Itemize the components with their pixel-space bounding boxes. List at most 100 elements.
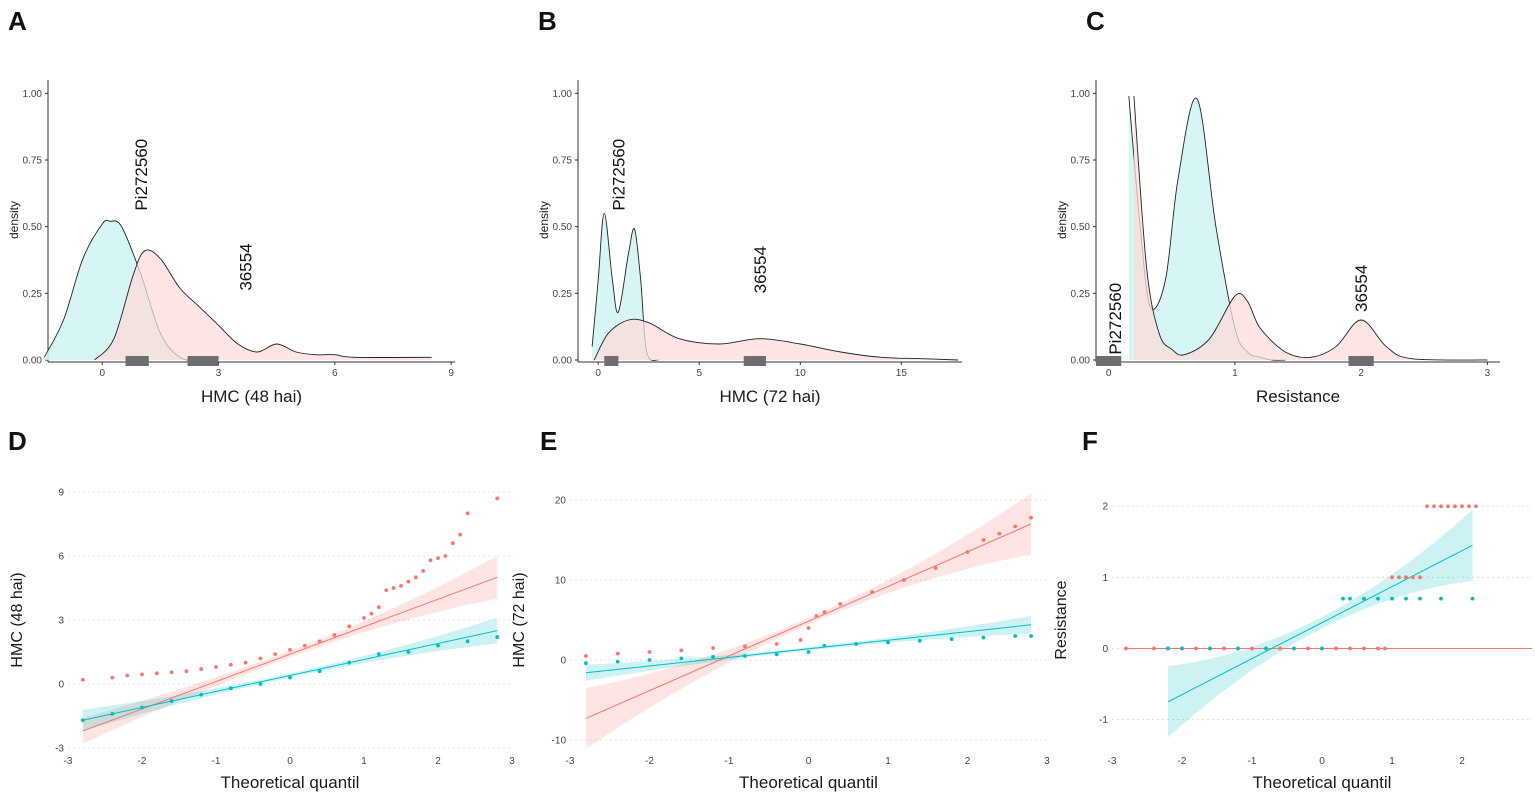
x-tick-label: 3: [216, 368, 222, 379]
qq-point-pi272560: [169, 699, 174, 703]
y-axis-title: density: [1055, 201, 1069, 239]
qq-point-36554: [302, 643, 307, 648]
qq-point-36554: [1334, 646, 1338, 651]
x-tick-label: 6: [332, 368, 338, 379]
qq-point-pi272560: [140, 705, 144, 710]
y-tick-label: 0.00: [553, 356, 573, 367]
density-area-36554: [594, 319, 958, 360]
qq-point-pi272560: [1166, 646, 1170, 651]
x-tick-label: 0: [1106, 368, 1112, 379]
qq-point-pi272560: [1264, 646, 1268, 651]
y-tick-label: 10: [555, 576, 567, 587]
y-tick-label: 2: [1102, 502, 1108, 513]
qq-point-pi272560: [1292, 646, 1296, 651]
qq-point-36554: [1460, 504, 1464, 509]
qq-point-36554: [933, 566, 938, 570]
qq-point-36554: [1124, 646, 1128, 651]
qq-point-36554: [214, 665, 218, 669]
panel-a: A 0.00 0.25 0.50 0.75 1.00 0 3 6 9 Pi272560 36554 HM…: [7, 6, 455, 406]
qq-point-36554: [1383, 646, 1387, 651]
panel-label: B: [538, 6, 557, 36]
y-axis-title: Resistance: [1053, 580, 1070, 659]
qq-point-36554: [997, 531, 1002, 536]
qq-point-36554: [332, 633, 337, 637]
qq-point-36554: [288, 647, 292, 652]
qq-point-36554: [1250, 646, 1254, 651]
qq-point-36554: [169, 670, 174, 675]
x-tick-label: -2: [645, 756, 654, 767]
density-curve-pi272560: [591, 212, 660, 361]
x-tick-label: 10: [795, 368, 807, 379]
qq-point-36554: [838, 602, 843, 606]
qq-point-36554: [1439, 504, 1443, 509]
panel-f: F -1 0 1 2 -3 -2 -1 0 1 2 Theoretical quantil Resist…: [1053, 426, 1532, 792]
qq-point-36554: [406, 579, 411, 584]
y-tick-label: 0.75: [1071, 156, 1091, 167]
qq-point-36554: [258, 656, 263, 661]
qq-point-36554: [1376, 646, 1380, 651]
x-tick-label: 3: [1485, 368, 1491, 379]
qq-point-pi272560: [584, 661, 588, 666]
x-tick-label: 15: [896, 368, 908, 379]
qq-point-pi272560: [1418, 596, 1422, 601]
annotation-36554: 36554: [237, 243, 256, 290]
qq-point-pi272560: [376, 652, 381, 657]
density-area-pi272560: [1128, 96, 1286, 361]
y-axis-title: density: [537, 201, 551, 239]
x-tick-label: -3: [566, 756, 575, 767]
x-tick-label: -2: [1178, 756, 1187, 767]
y-tick-label: 0.50: [553, 222, 573, 233]
qq-point-36554: [1390, 575, 1394, 580]
density-area-pi272560: [44, 220, 200, 361]
y-tick-label: 3: [58, 616, 64, 627]
qq-point-36554: [443, 554, 448, 558]
qq-point-36554: [1152, 646, 1156, 651]
x-tick-label: -3: [64, 756, 73, 767]
density-curve-36554: [1133, 95, 1488, 361]
qq-point-pi272560: [917, 638, 922, 643]
qq-point-pi272560: [1013, 634, 1018, 638]
qq-point-pi272560: [495, 635, 500, 639]
qq-point-pi272560: [1376, 596, 1380, 601]
qq-point-36554: [369, 611, 374, 616]
y-tick-label: 9: [58, 488, 64, 499]
qq-point-pi272560: [110, 711, 115, 716]
y-tick-label: 0.25: [553, 289, 573, 300]
qq-point-pi272560: [465, 639, 470, 644]
qq-point-pi272560: [743, 654, 747, 658]
x-axis-title: Theoretical quantil: [221, 773, 360, 792]
qq-point-pi272560: [647, 658, 652, 662]
qq-point-36554: [199, 667, 204, 671]
qq-point-36554: [1467, 504, 1471, 509]
y-tick-label: 0: [1102, 644, 1108, 655]
x-tick-label: -1: [212, 756, 221, 767]
x-tick-label: 0: [99, 368, 105, 379]
x-tick-label: 2: [1358, 368, 1364, 379]
y-tick-label: 1.00: [23, 89, 43, 100]
qq-point-pi272560: [199, 692, 204, 697]
y-tick-label: 0: [560, 656, 566, 667]
y-tick-label: 1: [1102, 573, 1108, 584]
qq-point-36554: [981, 538, 986, 542]
qq-point-36554: [814, 614, 819, 618]
qq-point-36554: [1446, 504, 1450, 509]
x-axis-title: Theoretical quantil: [739, 773, 878, 792]
qq-point-pi272560: [1390, 596, 1394, 601]
qq-point-pi272560: [822, 643, 827, 648]
qq-point-36554: [711, 646, 715, 650]
qq-point-36554: [80, 677, 85, 682]
qq-point-36554: [317, 639, 322, 644]
qq-point-pi272560: [1029, 634, 1033, 638]
qq-point-pi272560: [711, 654, 715, 659]
y-tick-label: 0.25: [1071, 289, 1091, 300]
qq-point-36554: [273, 652, 278, 657]
x-tick-label: 0: [806, 756, 812, 767]
density-area-36554: [94, 249, 432, 360]
panel-label: E: [540, 426, 557, 456]
qq-point-pi272560: [406, 650, 411, 654]
qq-point-36554: [399, 583, 403, 588]
y-axis-title: density: [7, 201, 21, 239]
qq-point-36554: [391, 586, 396, 590]
qq-point-pi272560: [1320, 646, 1324, 651]
